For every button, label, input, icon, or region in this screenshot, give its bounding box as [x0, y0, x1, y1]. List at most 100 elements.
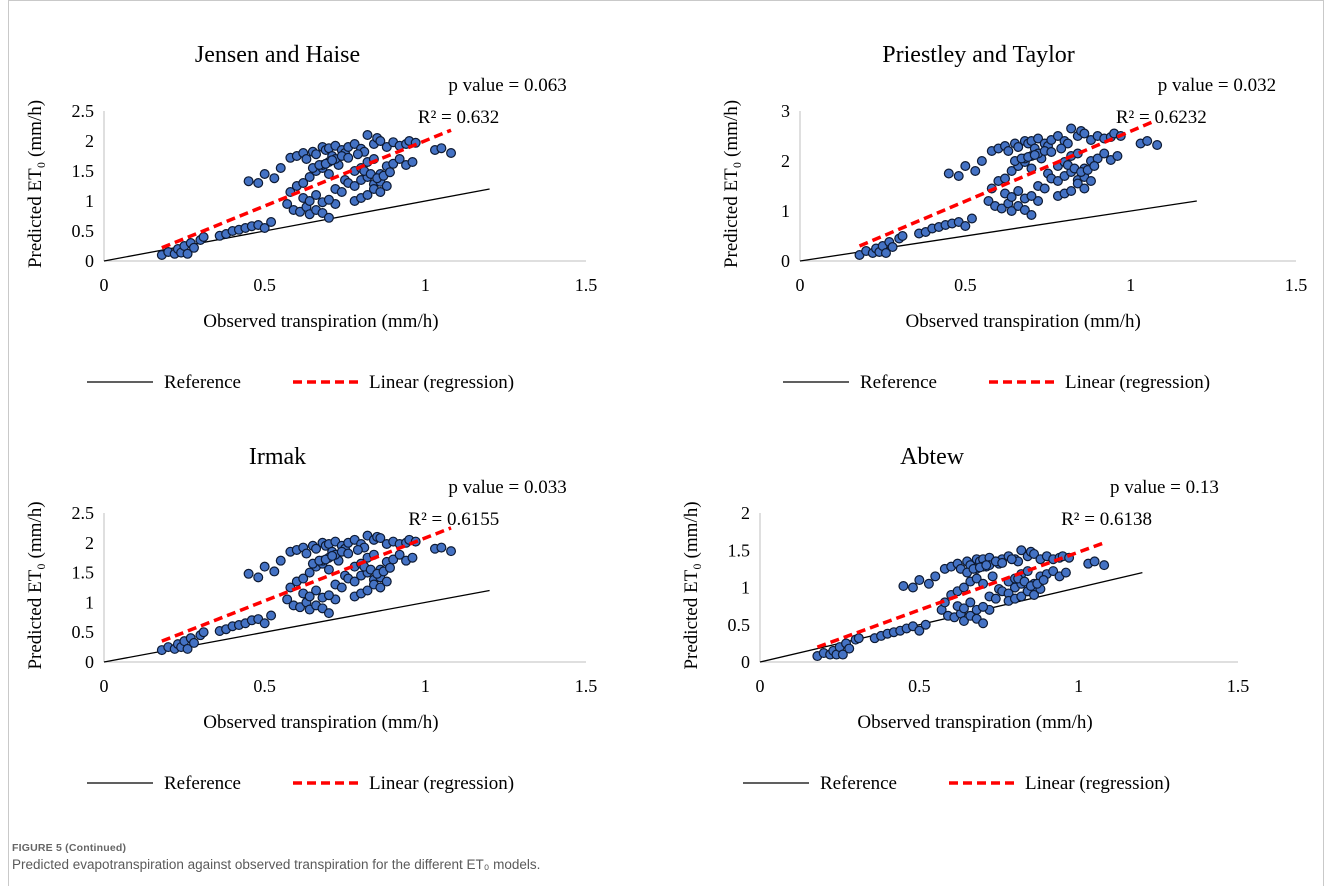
data-point [978, 601, 989, 612]
data-point [304, 196, 315, 207]
data-point [1033, 133, 1044, 144]
p-value-annotation: p value = 0.063 [448, 75, 566, 96]
y-axis-label: Predicted ET₀ (mm/h) [25, 501, 46, 669]
regression-line [161, 526, 452, 643]
data-point [304, 172, 315, 183]
x-tick-label: 1 [421, 275, 430, 295]
chart-title: Irmak [249, 444, 306, 470]
data-point [1006, 554, 1017, 565]
chart-panel-jensen-haise: Jensen and Haise 0 0.5 1 1.5 2 2.5 0 0.5 1 1.5 Obse… [25, 42, 597, 393]
figure-caption-text: Predicted evapotranspiration against obs… [12, 857, 541, 872]
data-point [259, 618, 270, 629]
x-tick-label: 0.5 [253, 676, 276, 696]
data-point [343, 548, 354, 559]
data-point [1029, 589, 1040, 600]
data-point [349, 576, 360, 587]
data-point [1013, 186, 1024, 197]
data-point [384, 562, 395, 573]
data-point [327, 550, 338, 561]
data-point [311, 585, 322, 596]
data-point [407, 552, 418, 563]
data-point [1016, 545, 1027, 556]
data-point [897, 231, 908, 242]
data-point [311, 543, 322, 554]
data-point [1066, 186, 1077, 197]
y-tick-label: 0.5 [72, 622, 95, 642]
data-point [362, 130, 373, 141]
data-point [1003, 146, 1014, 157]
regression-line [161, 128, 452, 250]
data-point [275, 163, 286, 174]
data-point [1142, 136, 1153, 147]
x-tick-label: 0.5 [954, 275, 977, 295]
data-point [323, 608, 334, 619]
data-point [266, 610, 277, 621]
data-point [327, 155, 338, 166]
y-axis-label: Predicted ET₀ (mm/h) [681, 501, 702, 669]
x-tick-label: 1.5 [1227, 676, 1250, 696]
data-point [1079, 128, 1090, 139]
regression-line [816, 541, 1105, 649]
legend-reference-label: Reference [164, 372, 241, 393]
data-point [188, 637, 199, 648]
data-point [282, 594, 293, 605]
x-tick-label: 0 [796, 275, 805, 295]
data-point [381, 181, 392, 192]
data-point [298, 573, 309, 584]
data-point [304, 567, 315, 578]
chart-title: Priestley and Taylor [882, 42, 1075, 68]
data-point [1072, 178, 1083, 189]
data-point [298, 178, 309, 189]
y-axis-label: Predicted ET₀ (mm/h) [25, 100, 46, 268]
y-tick-label: 1 [85, 592, 94, 612]
data-point [375, 136, 386, 147]
data-point [990, 593, 1001, 604]
data-point [996, 203, 1007, 214]
data-point [1085, 176, 1096, 187]
data-point [381, 576, 392, 587]
y-tick-label: 1 [741, 578, 750, 598]
data-point [887, 242, 898, 253]
data-point [243, 176, 254, 187]
data-point [436, 143, 447, 154]
data-point [1013, 142, 1024, 153]
data-point [978, 618, 989, 629]
data-point [394, 549, 405, 560]
chart-title: Abtew [900, 444, 965, 470]
data-point [1079, 183, 1090, 194]
x-tick-label: 0 [756, 676, 765, 696]
chart-panel-priestley-taylor: Priestley and Taylor 0 1 2 3 0 0.5 1 1.5 Observed… [721, 42, 1307, 393]
y-tick-label: 1.5 [72, 161, 95, 181]
data-point [1066, 123, 1077, 134]
data-point [323, 564, 334, 575]
y-tick-label: 1 [85, 191, 94, 211]
data-point [970, 166, 981, 177]
data-point [243, 568, 254, 579]
data-point [198, 627, 209, 638]
data-point [375, 187, 386, 198]
x-tick-label: 0.5 [253, 275, 276, 295]
figure-caption-label: FIGURE 5 (Continued) [12, 842, 127, 854]
y-tick-label: 0 [85, 652, 94, 672]
data-point [1060, 567, 1071, 578]
y-tick-label: 1.5 [728, 540, 751, 560]
data-point [323, 169, 334, 180]
data-point [837, 649, 848, 660]
data-point [1026, 191, 1037, 202]
r-squared-annotation: R² = 0.6138 [1061, 509, 1152, 530]
data-point [844, 643, 855, 654]
y-tick-label: 0.5 [72, 221, 95, 241]
figure-frame [8, 0, 1324, 886]
data-point [352, 544, 363, 555]
data-point [259, 223, 270, 234]
data-point [943, 168, 954, 179]
data-point [384, 167, 395, 178]
data-point [1006, 192, 1017, 203]
data-point [1016, 591, 1027, 602]
p-value-annotation: p value = 0.032 [1158, 75, 1276, 96]
data-point [253, 572, 264, 583]
data-point [269, 173, 280, 184]
data-point [1099, 560, 1110, 571]
data-point [1046, 147, 1057, 158]
data-point [953, 171, 964, 182]
